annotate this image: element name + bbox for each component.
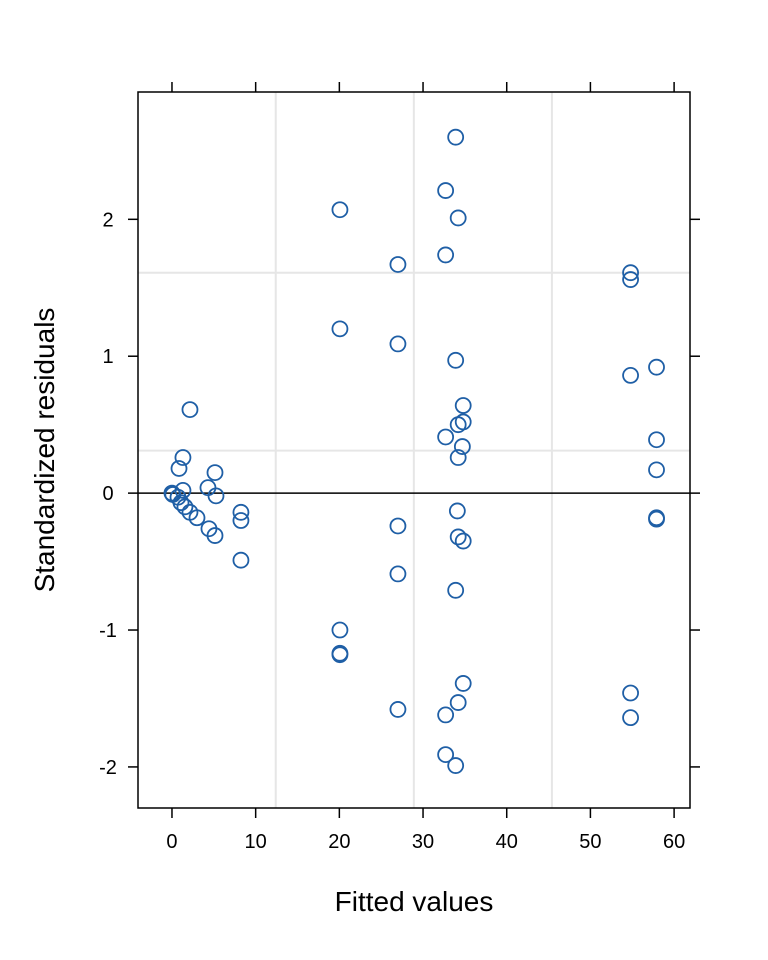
data-point bbox=[622, 366, 639, 384]
y-tick-label: -2 bbox=[99, 757, 117, 779]
data-point bbox=[449, 209, 467, 227]
data-point bbox=[232, 551, 250, 569]
data-point bbox=[437, 182, 455, 199]
data-point bbox=[389, 335, 407, 353]
data-point bbox=[447, 128, 465, 146]
y-tick-label: -1 bbox=[99, 620, 117, 642]
data-point bbox=[331, 201, 349, 219]
data-point bbox=[648, 431, 665, 449]
x-tick-label: 40 bbox=[496, 831, 518, 853]
axis-ticks: 0 10 20 30 40 50 60 -2 -1 0 1 2 bbox=[99, 82, 700, 853]
data-point bbox=[437, 246, 455, 264]
data-points bbox=[163, 128, 665, 774]
data-point bbox=[232, 512, 250, 529]
data-point bbox=[453, 438, 471, 455]
data-point bbox=[437, 706, 455, 724]
y-tick-label: 1 bbox=[102, 346, 113, 368]
data-point bbox=[622, 684, 639, 702]
data-point bbox=[454, 413, 472, 431]
x-tick-label: 20 bbox=[328, 831, 350, 853]
data-point bbox=[206, 464, 224, 481]
data-point bbox=[331, 621, 349, 639]
data-point bbox=[454, 675, 472, 692]
data-point bbox=[648, 510, 665, 528]
data-point bbox=[174, 481, 192, 499]
data-point bbox=[447, 351, 465, 369]
x-tick-label: 10 bbox=[245, 831, 267, 853]
data-point bbox=[389, 565, 407, 583]
data-point bbox=[448, 502, 466, 520]
data-point bbox=[176, 498, 194, 516]
data-point bbox=[170, 460, 188, 477]
data-point bbox=[449, 528, 467, 546]
data-point bbox=[437, 746, 455, 764]
x-axis-label: Fitted values bbox=[335, 886, 494, 917]
data-point bbox=[207, 487, 225, 505]
data-point bbox=[174, 449, 192, 466]
data-point bbox=[206, 527, 224, 544]
data-point bbox=[331, 644, 349, 662]
data-point bbox=[188, 509, 206, 527]
data-point bbox=[622, 264, 639, 282]
x-tick-label: 50 bbox=[579, 831, 601, 853]
data-point bbox=[454, 532, 472, 550]
data-point bbox=[181, 401, 199, 419]
data-point bbox=[622, 709, 639, 727]
y-tick-label: 0 bbox=[102, 483, 113, 505]
data-point bbox=[454, 397, 472, 414]
data-point bbox=[449, 694, 467, 711]
data-point bbox=[437, 428, 455, 446]
x-tick-label: 30 bbox=[412, 831, 434, 853]
data-point bbox=[622, 271, 639, 288]
x-tick-label: 0 bbox=[166, 831, 177, 853]
data-point bbox=[449, 449, 467, 466]
x-tick-label: 60 bbox=[663, 831, 685, 853]
data-point bbox=[447, 581, 465, 599]
data-point bbox=[648, 461, 665, 479]
data-point bbox=[331, 320, 349, 338]
data-point bbox=[389, 701, 407, 718]
data-point bbox=[172, 494, 190, 512]
data-point bbox=[447, 757, 465, 774]
y-axis-label: Standardized residuals bbox=[29, 308, 60, 593]
grid-lines bbox=[138, 92, 690, 808]
data-point bbox=[648, 358, 665, 376]
plot-frame bbox=[137, 91, 691, 809]
data-point bbox=[389, 256, 407, 273]
data-point bbox=[389, 517, 407, 535]
y-tick-label: 2 bbox=[102, 209, 113, 231]
data-point bbox=[232, 503, 250, 521]
